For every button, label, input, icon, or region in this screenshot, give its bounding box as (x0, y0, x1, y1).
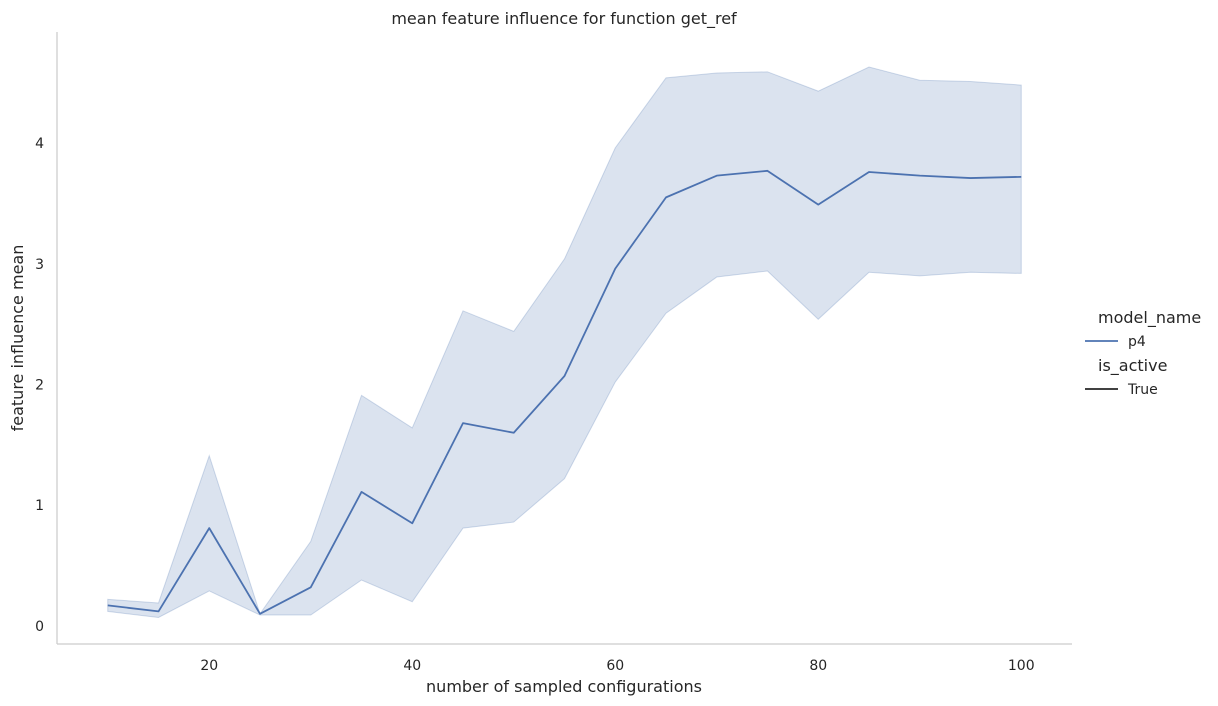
legend: model_name p4 is_active True (1085, 308, 1201, 398)
data-point (461, 421, 465, 425)
x-tick-label: 80 (809, 658, 827, 674)
y-tick-label: 1 (35, 498, 44, 514)
data-point (207, 526, 211, 530)
series-line-layer (106, 169, 1023, 616)
y-tick-label: 3 (35, 257, 44, 273)
data-point (918, 174, 922, 178)
confidence-band-p4 (107, 66, 1022, 618)
x-axis-label: number of sampled configurations (426, 677, 702, 696)
data-point (969, 176, 973, 180)
x-tick-label: 60 (606, 658, 624, 674)
data-point (613, 267, 617, 271)
y-tick-label: 2 (35, 377, 44, 393)
data-point (410, 521, 414, 525)
legend-entry-p4: p4 (1128, 334, 1146, 350)
data-point (766, 169, 770, 173)
chart-title: mean feature influence for function get_… (391, 9, 737, 29)
y-tick-label: 4 (35, 136, 44, 152)
legend-style-title: is_active (1098, 356, 1167, 376)
data-point (1019, 175, 1023, 179)
data-point (309, 585, 313, 589)
data-point (715, 174, 719, 178)
legend-hue-title: model_name (1098, 308, 1201, 328)
confidence-band-layer (107, 66, 1022, 618)
x-tick-label: 40 (403, 658, 421, 674)
data-point (360, 490, 364, 494)
data-point (512, 431, 516, 435)
series-line-p4 (107, 169, 1022, 615)
data-point (157, 609, 161, 613)
data-point (106, 603, 110, 607)
y-axis-label: feature influence mean (8, 245, 27, 432)
y-tick-labels: 0 1 2 3 4 (35, 136, 44, 635)
data-point (258, 612, 262, 616)
data-point (563, 374, 567, 378)
x-tick-label: 100 (1008, 658, 1035, 674)
legend-entry-true: True (1127, 382, 1158, 398)
data-point (867, 170, 871, 174)
x-tick-labels: 20 40 60 80 100 (200, 658, 1034, 674)
x-tick-label: 20 (200, 658, 218, 674)
data-point (664, 195, 668, 199)
data-point (816, 203, 820, 207)
y-tick-label: 0 (35, 619, 44, 635)
